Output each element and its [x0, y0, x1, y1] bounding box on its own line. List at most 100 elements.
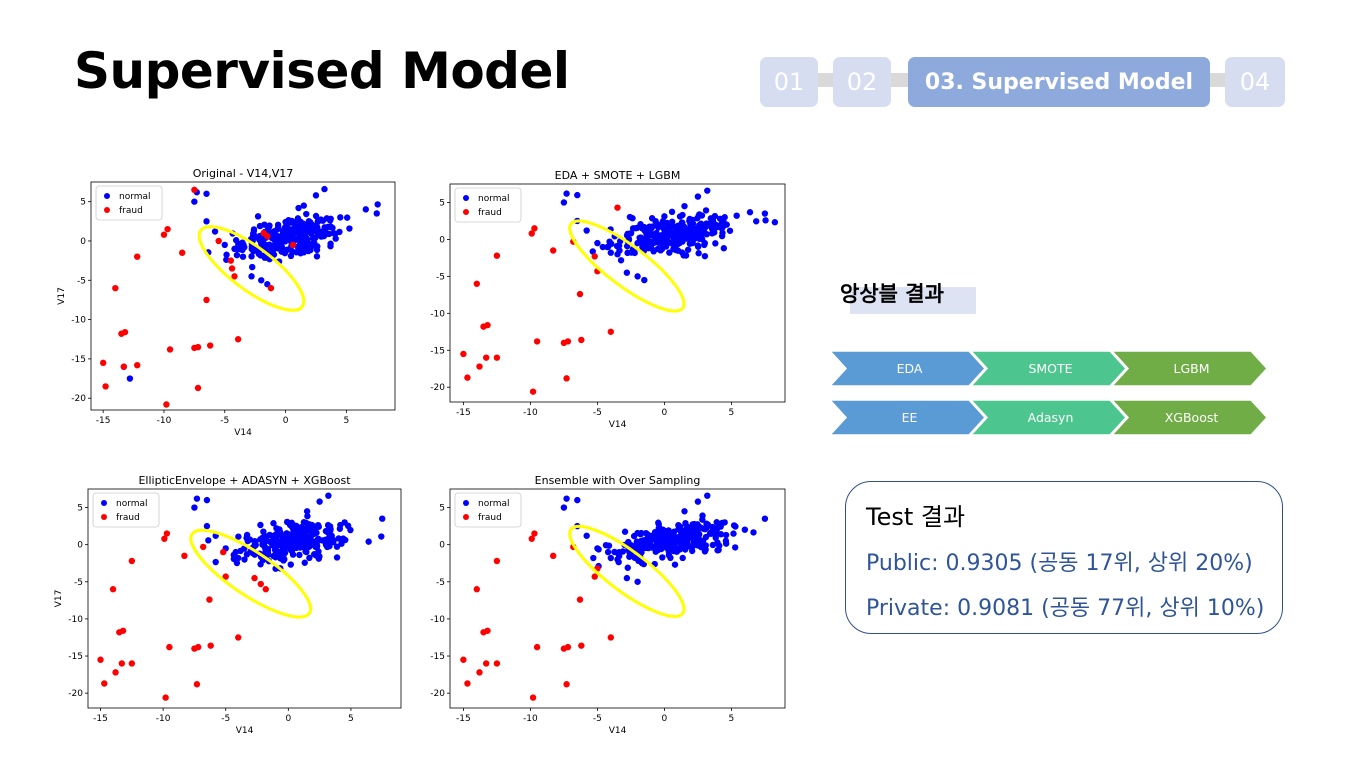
normal-point	[708, 230, 716, 237]
normal-point	[718, 221, 725, 228]
normal-point	[321, 536, 329, 544]
fraud-point	[164, 225, 171, 233]
normal-point	[126, 375, 134, 382]
normal-point	[295, 229, 303, 236]
fraud-point	[181, 552, 188, 560]
plot-area	[99, 185, 381, 408]
normal-point	[682, 546, 689, 553]
normal-point	[327, 240, 334, 247]
series-fraud	[97, 530, 269, 701]
normal-point	[333, 543, 341, 550]
x-tick-label: -15	[456, 714, 471, 724]
y-tick-label: 0	[77, 541, 83, 551]
normal-point	[627, 229, 635, 237]
scatter-plot-original: -15 -10 -5 0 5 5 0 -5 -10 -15 -20 Original - V14,V1…	[48, 165, 398, 438]
normal-point	[684, 246, 692, 253]
normal-point	[641, 276, 648, 284]
normal-point	[281, 249, 289, 257]
y-tick-label: 5	[439, 504, 445, 514]
normal-point	[233, 251, 241, 259]
x-axis-label: V14	[234, 428, 252, 438]
fraud-point	[199, 543, 207, 551]
legend-marker-normal	[101, 500, 107, 506]
results-title: Test 결과	[866, 503, 966, 531]
nav-step-02[interactable]: 02	[833, 57, 891, 107]
x-tick-label: -5	[220, 416, 229, 426]
normal-point	[296, 244, 304, 251]
normal-point	[703, 231, 710, 238]
y-tick-label: -10	[430, 309, 445, 319]
normal-point	[679, 211, 686, 219]
nav-step-03-active[interactable]: 03. Supervised Model	[908, 57, 1210, 107]
legend-label-fraud: fraud	[116, 513, 140, 523]
axes-frame	[449, 488, 786, 709]
normal-point	[365, 538, 372, 545]
fraud-point	[482, 354, 490, 361]
y-tick-label: -10	[71, 316, 86, 326]
normal-point	[300, 537, 307, 545]
normal-point	[652, 544, 660, 552]
normal-point	[671, 228, 678, 236]
plot-area	[460, 187, 779, 395]
fraud-point	[207, 642, 214, 649]
normal-point	[239, 246, 246, 254]
normal-point	[684, 534, 692, 541]
normal-point	[283, 530, 290, 537]
normal-point	[312, 212, 320, 220]
normal-point	[716, 542, 723, 549]
fraud-point	[194, 384, 202, 392]
x-tick-label: 5	[343, 416, 349, 426]
fraud-point	[493, 354, 501, 361]
normal-point	[589, 248, 596, 255]
normal-point	[590, 554, 597, 562]
normal-point	[722, 531, 730, 539]
page-title: Supervised Model	[74, 42, 570, 100]
y-tick-label: -20	[71, 394, 86, 404]
normal-point	[674, 247, 682, 254]
normal-point	[604, 243, 612, 251]
normal-point	[254, 213, 262, 220]
normal-point	[312, 192, 320, 199]
x-tick-label: -10	[523, 408, 538, 418]
normal-point	[629, 215, 636, 222]
normal-point	[276, 526, 283, 533]
normal-point	[611, 548, 618, 556]
fraud-point	[99, 359, 107, 367]
fraud-point	[576, 290, 584, 298]
normal-point	[658, 233, 666, 240]
fraud-point	[476, 669, 483, 676]
normal-point	[697, 220, 705, 227]
normal-point	[287, 227, 294, 234]
normal-point	[648, 215, 656, 222]
normal-point	[231, 245, 238, 253]
normal-point	[721, 519, 728, 526]
x-tick-label: -10	[523, 714, 538, 724]
normal-point	[733, 212, 740, 219]
fraud-point	[120, 363, 128, 370]
normal-point	[695, 524, 703, 531]
normal-point	[193, 495, 201, 502]
fraud-point	[529, 694, 537, 701]
normal-point	[294, 531, 302, 538]
axes-frame	[87, 488, 402, 709]
fraud-point	[460, 350, 467, 358]
normal-point	[634, 273, 641, 280]
normal-point	[602, 541, 610, 549]
fraud-point	[460, 656, 467, 663]
nav-step-04[interactable]: 04	[1225, 57, 1285, 107]
normal-point	[278, 244, 286, 251]
normal-point	[762, 217, 769, 224]
normal-point	[646, 232, 653, 239]
normal-point	[272, 531, 280, 538]
normal-point	[694, 193, 702, 200]
y-tick-label: 0	[439, 541, 445, 551]
normal-point	[641, 543, 648, 550]
normal-point	[303, 235, 310, 242]
normal-point	[638, 549, 645, 556]
normal-point	[339, 535, 347, 542]
nav-step-01[interactable]: 01	[760, 57, 818, 107]
normal-point	[335, 535, 342, 542]
normal-point	[621, 528, 629, 535]
normal-point	[292, 543, 299, 551]
pipeline-svg: EDA SMOTE LGBM	[828, 350, 1269, 387]
